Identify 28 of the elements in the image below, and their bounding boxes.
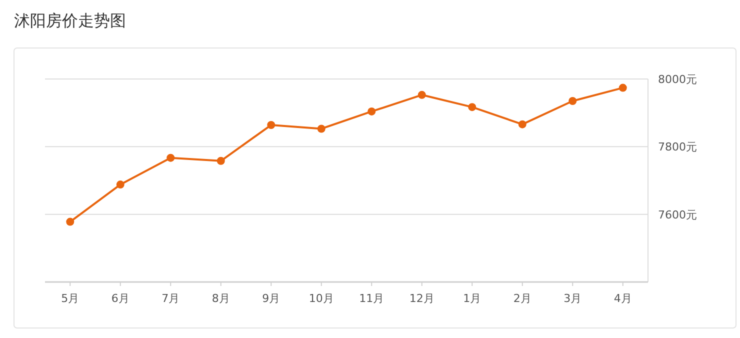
x-tick-label: 10月: [308, 292, 334, 305]
y-tick-label: 7600元: [658, 208, 697, 222]
point: [568, 96, 577, 105]
y-tick-label: 7800元: [658, 140, 697, 154]
x-tick-label: 11月: [359, 292, 384, 305]
x-tick-label: 5月: [61, 292, 80, 305]
point: [317, 124, 326, 133]
title: 沭阳房价走势图: [14, 11, 126, 30]
x-tick-label: 9月: [262, 292, 280, 305]
point: [518, 120, 526, 128]
x-tick-label: 2月: [513, 292, 532, 305]
point: [267, 121, 276, 130]
point: [116, 180, 124, 189]
point: [468, 103, 476, 112]
point: [418, 90, 426, 99]
x-tick-label: 6月: [111, 292, 130, 305]
point: [368, 107, 376, 116]
x-tick-label: 7月: [162, 292, 180, 305]
y-tick-label: 8000元: [658, 73, 697, 86]
x-tick-label: 1月: [463, 292, 482, 305]
x-tick-label: 4月: [614, 292, 632, 305]
point: [66, 218, 74, 226]
point: [166, 154, 175, 162]
point: [216, 156, 225, 165]
x-tick-label: 12月: [409, 292, 434, 305]
point: [618, 84, 627, 92]
x-tick-label: 8月: [212, 292, 230, 305]
x-tick-label: 3月: [564, 292, 582, 305]
